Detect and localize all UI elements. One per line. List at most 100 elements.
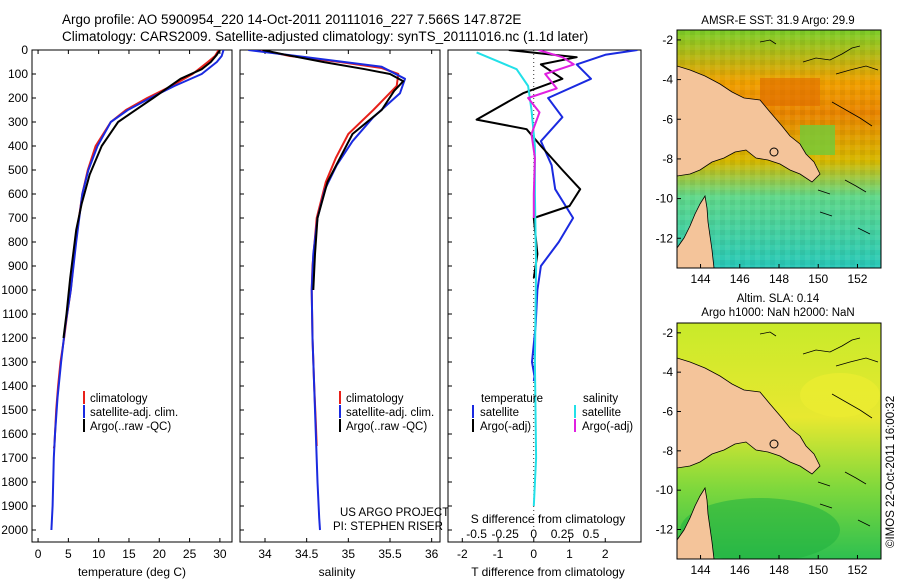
x-tick-label: 20	[153, 547, 167, 561]
map-y-tick-label: -12	[656, 231, 674, 245]
map-x-tick-label: 150	[808, 272, 828, 286]
legend-label-climatology: climatology	[90, 393, 148, 405]
salinity-panel: 34 34.5 35 35.5 36 salinity climatology sate…	[239, 49, 449, 579]
legend-label-t-satellite: satellite	[480, 407, 519, 419]
temperature-axis: 0 5 10 15 20 25 30	[35, 50, 227, 561]
sst-cool-patch	[800, 125, 835, 155]
sla-land-new-guinea	[677, 357, 821, 475]
pi-annotation: PI: STEPHEN RISER	[333, 521, 443, 533]
sla-map-axes: 144 146 148 150 152 -2 -4 -6 -8 -10 -12	[656, 326, 868, 577]
legend-label-climatology: climatology	[346, 393, 404, 405]
sst-map-panel: AMSR-E SST: 31.9 Argo: 29.9 144 146 148 150…	[656, 15, 882, 286]
map-x-tick-label: 144	[691, 272, 711, 286]
y-tick-label: 2000	[1, 523, 28, 537]
sla-yellow-patch	[800, 373, 880, 417]
y-tick-label: 1900	[1, 499, 28, 513]
sst-warm-patch	[760, 78, 820, 106]
y-tick-label: 0	[21, 43, 28, 57]
map-y-tick-label: -12	[656, 523, 674, 537]
y-tick-label: 1300	[1, 355, 28, 369]
y-tick-label: 900	[8, 259, 28, 273]
x-tick-label: 25	[183, 547, 197, 561]
s-tick-label: 0.25	[551, 527, 575, 541]
x-tick-label: 5	[65, 547, 72, 561]
map-x-tick-label: 152	[847, 272, 867, 286]
sst-map-axes: 144 146 148 150 152 -2 -4 -6 -8 -10 -12	[656, 33, 868, 286]
s-tick-label: -0.25	[492, 527, 520, 541]
map-y-tick-label: -4	[662, 73, 673, 87]
x-tick-label: 10	[92, 547, 106, 561]
y-tick-label: 1800	[1, 475, 28, 489]
sla-argo-marker	[769, 439, 779, 449]
y-tick-label: 1100	[2, 307, 28, 321]
legend-title-salinity: salinity	[583, 393, 618, 405]
x-tick-label: 30	[213, 547, 227, 561]
difference-line-s-satellite	[476, 51, 538, 507]
map-x-tick-label: 152	[847, 563, 867, 577]
difference-series	[475, 50, 638, 507]
sst-land-new-britain	[802, 45, 879, 127]
s-tick-label: -0.5	[466, 527, 487, 541]
map-x-tick-label: 148	[769, 563, 789, 577]
title-line-1: Argo profile: AO 5900954_220 14-Oct-2011…	[62, 12, 522, 27]
y-tick-label: 800	[8, 235, 28, 249]
temperature-panel: 0 5 10 15 20 25 30 0 100 200 300 400 500 600 700 800 90…	[1, 43, 233, 579]
salinity-xlabel: salinity	[319, 565, 356, 579]
sla-low-patch	[680, 498, 840, 559]
salinity-series	[248, 50, 406, 531]
map-y-tick-label: -10	[656, 192, 674, 206]
x-tick-label: 34	[258, 547, 272, 561]
imos-credit: ©IMOS 22-Oct-2011 16:00:32	[885, 396, 897, 548]
s-tick-label: 0	[530, 527, 537, 541]
map-y-tick-label: -6	[662, 112, 673, 126]
legend-label-satellite: satellite-adj. clim.	[346, 407, 434, 419]
y-tick-label: 1700	[1, 451, 28, 465]
sst-map-title: AMSR-E SST: 31.9 Argo: 29.9	[701, 15, 854, 27]
legend-label-s-satellite: satellite	[582, 407, 621, 419]
x-tick-label: 0	[530, 547, 537, 561]
map-y-tick-label: -8	[662, 152, 673, 166]
sla-land-australia	[677, 486, 715, 559]
y-tick-label: 300	[8, 115, 28, 129]
legend-label-argo: Argo(..raw -QC)	[346, 421, 427, 433]
x-tick-label: 34.5	[295, 547, 319, 561]
x-tick-label: -1	[493, 547, 504, 561]
x-tick-label: 1	[566, 547, 573, 561]
x-tick-label: 0	[35, 547, 42, 561]
x-tick-label: 15	[122, 547, 136, 561]
y-tick-label: 100	[8, 67, 28, 81]
y-tick-label: 1600	[1, 427, 28, 441]
temperature-series	[50, 50, 225, 531]
y-tick-label: 400	[8, 139, 28, 153]
project-annotation: US ARGO PROJECT	[340, 507, 449, 519]
temperature-line-argo	[62, 50, 221, 339]
sst-argo-marker	[769, 147, 779, 157]
x-tick-label: 2	[602, 547, 609, 561]
map-y-tick-label: -2	[662, 326, 673, 340]
map-y-tick-label: -4	[662, 365, 673, 379]
map-y-tick-label: -8	[662, 444, 673, 458]
legend-label-satellite: satellite-adj. clim.	[90, 407, 178, 419]
sla-map-panel: Altim. SLA: 0.14 Argo h1000: NaN h2000: …	[656, 293, 882, 577]
x-tick-label: -2	[457, 547, 468, 561]
s-difference-label: S difference from climatology	[471, 512, 626, 526]
map-x-tick-label: 148	[769, 272, 789, 286]
legend-label-t-argo: Argo(-adj)	[480, 421, 531, 433]
x-tick-label: 35	[342, 547, 356, 561]
y-tick-label: 700	[8, 211, 28, 225]
depth-axis: 0 100 200 300 400 500 600 700 800 900 1000 1100 1200…	[1, 43, 36, 537]
legend-title-temperature: temperature	[481, 393, 543, 405]
map-y-tick-label: -2	[662, 33, 673, 47]
y-tick-label: 1000	[1, 283, 28, 297]
title-line-2: Climatology: CARS2009. Satellite-adjuste…	[62, 29, 589, 44]
sst-islands	[759, 39, 871, 235]
temperature-legend: climatology satellite-adj. clim. Argo(..…	[83, 391, 178, 433]
salinity-axis: 34 34.5 35 35.5 36	[240, 49, 439, 561]
sla-map-title-1: Altim. SLA: 0.14	[737, 293, 820, 305]
sla-islands	[759, 331, 871, 527]
salinity-legend: climatology satellite-adj. clim. Argo(..…	[339, 391, 434, 433]
y-tick-label: 200	[8, 91, 28, 105]
map-x-tick-label: 144	[691, 563, 711, 577]
s-tick-label: 0.5	[583, 527, 600, 541]
